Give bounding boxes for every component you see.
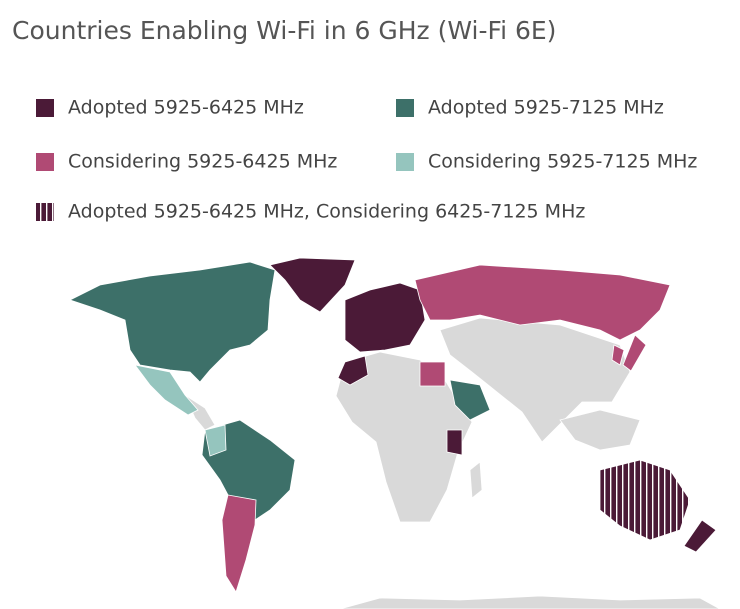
morocco: [337, 355, 369, 386]
legend-label: Considering 5925-6425 MHz: [68, 151, 337, 173]
legend-label: Considering 5925-7125 MHz: [428, 151, 697, 173]
new-zealand: [683, 519, 717, 553]
legend-swatch: [36, 153, 54, 171]
greenland: [269, 257, 356, 313]
legend-swatch: [36, 99, 54, 117]
land: [469, 461, 483, 499]
legend-label: Adopted 5925-6425 MHz, Considering 6425-…: [68, 201, 585, 223]
land: [339, 595, 721, 609]
colombia: [204, 424, 227, 457]
korea: [611, 344, 625, 366]
russia: [414, 264, 671, 341]
world-map: [68, 257, 721, 609]
saudi-arabia: [449, 379, 491, 421]
land: [439, 317, 631, 443]
egypt: [419, 361, 446, 387]
japan: [622, 334, 647, 372]
mexico: [134, 364, 199, 416]
legend-swatch: [36, 203, 54, 221]
title: Countries Enabling Wi-Fi in 6 GHz (Wi-Fi…: [12, 16, 556, 45]
kenya: [446, 429, 463, 456]
legend: Adopted 5925-6425 MHz Adopted 5925-7125 M…: [36, 97, 697, 223]
legend-label: Adopted 5925-6425 MHz: [68, 97, 304, 119]
north-america: [68, 261, 276, 383]
legend-label: Adopted 5925-7125 MHz: [428, 97, 664, 119]
legend-swatch: [396, 99, 414, 117]
land: [559, 409, 641, 451]
legend-swatch: [396, 153, 414, 171]
argentina-chile: [221, 494, 257, 593]
europe: [344, 282, 426, 353]
australia: [599, 459, 691, 541]
